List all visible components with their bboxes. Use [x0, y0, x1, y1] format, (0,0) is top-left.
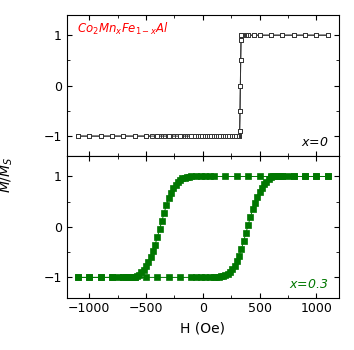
- Text: $x$=0: $x$=0: [301, 136, 328, 149]
- X-axis label: H (Oe): H (Oe): [180, 321, 225, 335]
- Text: Co$_2$Mn$_x$Fe$_{1-x}$Al: Co$_2$Mn$_x$Fe$_{1-x}$Al: [78, 21, 169, 37]
- Text: $M/M_S$: $M/M_S$: [0, 157, 15, 193]
- Text: $x$=0.3: $x$=0.3: [289, 278, 328, 290]
